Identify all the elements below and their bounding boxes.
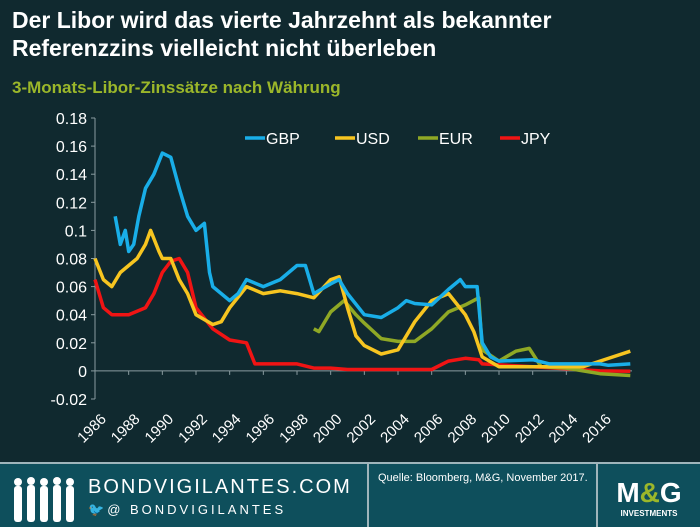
x-tick-label: 2004 xyxy=(377,411,413,447)
mg-logo: M&G INVESTMENTS xyxy=(616,477,681,518)
x-tick-label: 2006 xyxy=(411,411,447,447)
x-tick-label: 2010 xyxy=(478,411,514,447)
twitter-handle[interactable]: 🐦@ BONDVIGILANTES xyxy=(88,502,287,517)
x-tick-label: 1994 xyxy=(209,411,245,447)
svg-text:INVESTMENTS: INVESTMENTS xyxy=(621,509,679,518)
series-line-gbp xyxy=(113,151,631,368)
y-tick-label: -0.02 xyxy=(51,392,88,409)
x-tick-label: 1990 xyxy=(142,411,178,447)
x-tick-label: 2012 xyxy=(512,411,548,447)
x-tick-label: 2014 xyxy=(546,411,582,447)
x-tick-label: 2000 xyxy=(310,411,346,447)
line-chart: -0.02 0 0.02 0.04 0.06 0.08 0.1 0.12 0.14 0.16 0.1… xyxy=(51,111,632,447)
twitter-icon: 🐦 xyxy=(88,502,108,517)
x-tick-label: 1998 xyxy=(276,411,312,447)
x-tick-label: 1986 xyxy=(74,411,110,447)
brand-link[interactable]: BONDVIGILANTES.COM xyxy=(88,476,352,498)
x-tick-label: 1996 xyxy=(243,411,279,447)
y-tick-label: 0.08 xyxy=(56,252,87,269)
legend-label-jpy: JPY xyxy=(521,131,551,148)
y-tick-label: 0.06 xyxy=(56,280,87,297)
y-tick-label: 0.14 xyxy=(56,167,87,184)
svg-text:M&G: M&G xyxy=(616,477,681,508)
y-tick-label: 0 xyxy=(78,364,87,381)
x-tick-label: 2008 xyxy=(445,411,481,447)
x-tick-label: 2016 xyxy=(579,411,615,447)
x-tick-label: 1988 xyxy=(108,411,144,447)
y-tick-label: 0.12 xyxy=(56,195,87,212)
x-tick-label: 1992 xyxy=(175,411,211,447)
divider xyxy=(367,464,369,527)
legend-label-eur: EUR xyxy=(439,131,473,148)
x-tick-label: 2002 xyxy=(344,411,380,447)
y-tick-label: 0.18 xyxy=(56,111,87,128)
source-note: Quelle: Bloomberg, M&G, November 2017. xyxy=(378,472,588,484)
divider xyxy=(596,464,598,527)
y-tick-label: 0.04 xyxy=(56,308,87,325)
y-tick-label: 0.16 xyxy=(56,139,87,156)
legend-label-gbp: GBP xyxy=(266,131,300,148)
legend-label-usd: USD xyxy=(356,131,390,148)
series-line-jpy xyxy=(93,256,631,373)
series-line-usd xyxy=(93,228,631,369)
y-tick-label: 0.02 xyxy=(56,336,87,353)
people-silhouette-icon xyxy=(14,477,74,522)
chart-title: Der Libor wird das vierte Jahrzehnt als … xyxy=(12,7,552,61)
chart-subtitle: 3-Monats-Libor-Zinssätze nach Währung xyxy=(12,78,341,97)
footer: BONDVIGILANTES.COM 🐦@ BONDVIGILANTES Que… xyxy=(0,462,700,527)
y-tick-label: 0.1 xyxy=(65,223,87,240)
